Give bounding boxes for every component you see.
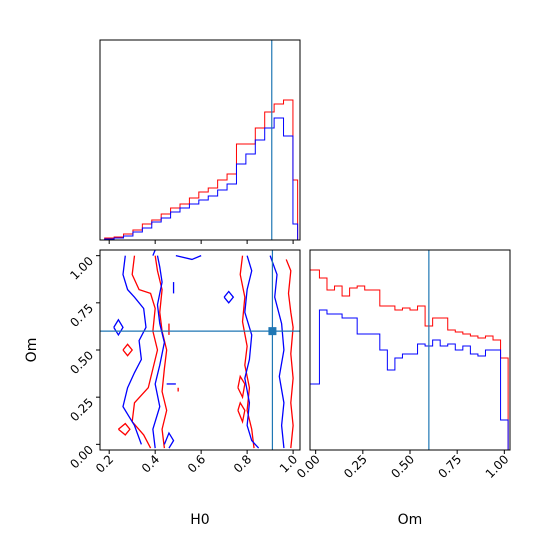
contour-red-7 [237,401,246,424]
contour-blue-5 [113,318,124,337]
contour-xtick-label-0: 0.2 [93,452,116,475]
om-hist-frame [309,249,511,451]
contour-red-5 [122,343,134,357]
contour-ytick-label-1: 0.25 [67,395,96,424]
om-hist-xtick-label-2: 0.50 [388,452,417,481]
h0-histogram-panel [99,39,301,244]
contour-red-1 [154,255,168,449]
contour-blue-6 [223,290,235,304]
contour-xtick-label-1: 0.4 [139,452,162,475]
contour-xtick-label-3: 0.8 [231,452,254,475]
om-hist-xtick-label-3: 0.75 [435,452,464,481]
om-hist-xtick-label-0: 0.00 [294,452,323,481]
om-hist-xtick-label-1: 0.25 [341,452,370,481]
om-hist-xtick-label-4: 1.00 [483,452,512,481]
om-hist-series-red [309,269,509,450]
contour-blue-2 [175,255,202,261]
contour-ytick-label-2: 0.50 [67,348,96,377]
truth-marker [268,327,277,336]
contour-red-4 [117,422,131,436]
contour-blue-9 [152,249,156,256]
contour-blue-4 [269,255,285,449]
contour-blue-7 [163,431,175,449]
contour-red-0 [131,255,159,449]
contour-blue-1 [152,255,166,449]
h0-hist-series-red [104,99,299,240]
h0-hist-frame [99,39,301,241]
h0-hist-series-blue [104,117,299,240]
contour-frame [99,249,301,451]
h0-om-contour-panel: 0.2 0.4 0.6 0.8 1.00.000.250.500.751.00 [67,249,301,476]
om-histogram-panel: 0.00 0.25 0.50 0.75 1.00 [294,249,512,481]
contour-xtick-label-2: 0.6 [185,452,208,475]
x-axis-label-om: Om [398,512,423,528]
contour-red-2 [239,255,255,449]
contour-blue-0 [122,255,147,445]
contour-blue-3 [244,255,260,449]
x-axis-label-h0: H0 [190,512,209,528]
contour-red-3 [285,259,294,449]
contour-ytick-label-0: 0.00 [67,443,96,472]
contour-ytick-label-4: 1.00 [67,254,96,283]
om-hist-series-blue [309,309,509,450]
contour-red-6 [237,374,246,400]
y-axis-label-om: Om [24,338,40,363]
contour-ytick-label-3: 0.75 [67,301,96,330]
